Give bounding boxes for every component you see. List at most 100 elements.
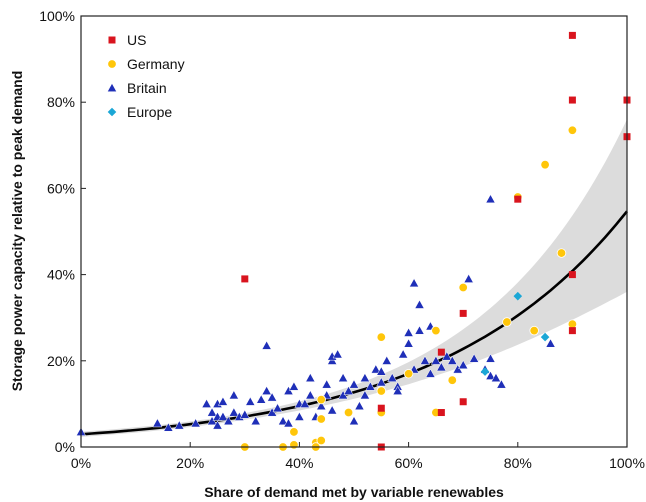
data-point-britain (458, 359, 469, 370)
y-tick-label: 100% (39, 8, 75, 24)
data-point-britain (485, 194, 496, 204)
y-axis-ticks: 0% 20% 40% 60% 80% 100% (39, 8, 86, 455)
data-point-britain (403, 338, 414, 348)
data-point-britain (343, 385, 354, 395)
data-point-us (568, 31, 576, 39)
data-point-britain (288, 381, 299, 391)
data-point-britain (419, 355, 431, 365)
legend-marker-germany (107, 59, 117, 69)
data-point-germany (316, 435, 326, 446)
data-point-britain (370, 364, 381, 374)
data-point-germany (529, 325, 539, 336)
data-point-britain (250, 416, 261, 426)
data-point-britain (174, 420, 185, 430)
data-points-layer (75, 31, 631, 452)
data-point-germany (376, 386, 387, 396)
data-point-britain (485, 370, 496, 380)
data-point-us (568, 327, 576, 335)
data-point-germany (458, 282, 468, 293)
data-point-britain (261, 385, 272, 395)
x-tick-label: 80% (504, 455, 532, 471)
data-point-britain (398, 349, 409, 359)
data-point-germany (289, 427, 299, 437)
data-point-us (377, 404, 385, 412)
data-point-britain (272, 403, 283, 413)
data-point-germany (502, 317, 512, 327)
data-point-europe (513, 291, 523, 301)
data-point-britain (414, 325, 425, 335)
data-point-germany (316, 394, 326, 405)
data-point-britain (496, 379, 507, 389)
data-point-britain (332, 349, 343, 359)
data-point-britain (212, 420, 223, 430)
fit-curve-layer (80, 210, 629, 436)
x-tick-label: 60% (395, 455, 423, 471)
y-tick-label: 60% (47, 180, 75, 196)
data-point-britain (217, 411, 228, 421)
data-point-britain (267, 392, 278, 402)
data-point-britain (463, 273, 474, 283)
data-point-us (459, 398, 467, 406)
legend-marker-britain (106, 82, 118, 92)
data-point-us (568, 96, 576, 104)
x-axis-title: Share of demand met by variable renewabl… (204, 484, 504, 500)
data-point-britain (348, 379, 360, 389)
data-point-britain (441, 351, 452, 361)
data-point-us (514, 195, 522, 203)
y-axis-title: Storage power capacity relative to peak … (9, 71, 25, 392)
y-tick-label: 20% (47, 353, 75, 369)
data-point-britain (387, 372, 398, 382)
data-point-britain (305, 390, 316, 400)
data-point-britain (436, 362, 447, 372)
legend-label-germany: Germany (127, 56, 185, 72)
data-point-britain (283, 418, 294, 428)
data-point-europe (480, 367, 490, 376)
data-point-britain (414, 299, 425, 309)
data-point-britain (359, 390, 370, 400)
y-tick-label: 0% (55, 439, 75, 455)
data-point-us (459, 309, 467, 317)
data-point-germany (540, 159, 550, 170)
data-point-britain (277, 416, 289, 426)
legend-marker-us (108, 36, 116, 44)
legend: US Germany Britain Europe (106, 32, 185, 120)
x-tick-label: 20% (176, 455, 204, 471)
y-tick-label: 80% (47, 94, 75, 110)
data-point-britain (228, 390, 239, 400)
data-point-germany (431, 325, 441, 336)
data-point-britain (299, 398, 310, 408)
data-point-britain (207, 407, 218, 417)
data-point-britain (163, 422, 174, 432)
fit-curve (80, 210, 629, 436)
data-point-britain (256, 394, 267, 404)
data-point-britain (490, 372, 501, 382)
y-tick-label: 40% (47, 267, 75, 283)
data-point-britain (338, 372, 349, 382)
plot-frame (80, 15, 628, 448)
data-point-britain (469, 353, 480, 363)
data-point-britain (409, 278, 420, 288)
data-point-britain (321, 379, 332, 389)
data-point-us (568, 271, 576, 279)
data-point-germany (556, 248, 567, 258)
x-axis-ticks: 0% 20% 40% 60% 80% 100% (71, 442, 645, 471)
legend-marker-europe (107, 107, 117, 117)
data-point-britain (294, 411, 305, 421)
data-point-germany (447, 375, 457, 385)
data-point-britain (376, 366, 387, 376)
data-point-britain (430, 355, 441, 365)
data-point-germany (376, 332, 387, 342)
data-point-britain (392, 385, 403, 395)
data-point-britain (201, 398, 212, 408)
data-point-britain (485, 353, 496, 363)
x-tick-label: 40% (285, 455, 313, 471)
data-point-britain (447, 355, 458, 365)
data-point-britain (152, 418, 163, 428)
data-point-britain (239, 409, 250, 419)
data-point-britain (381, 355, 392, 365)
data-point-britain (245, 396, 256, 406)
data-point-britain (365, 381, 376, 391)
data-point-britain (348, 416, 360, 426)
data-point-britain (316, 400, 327, 410)
